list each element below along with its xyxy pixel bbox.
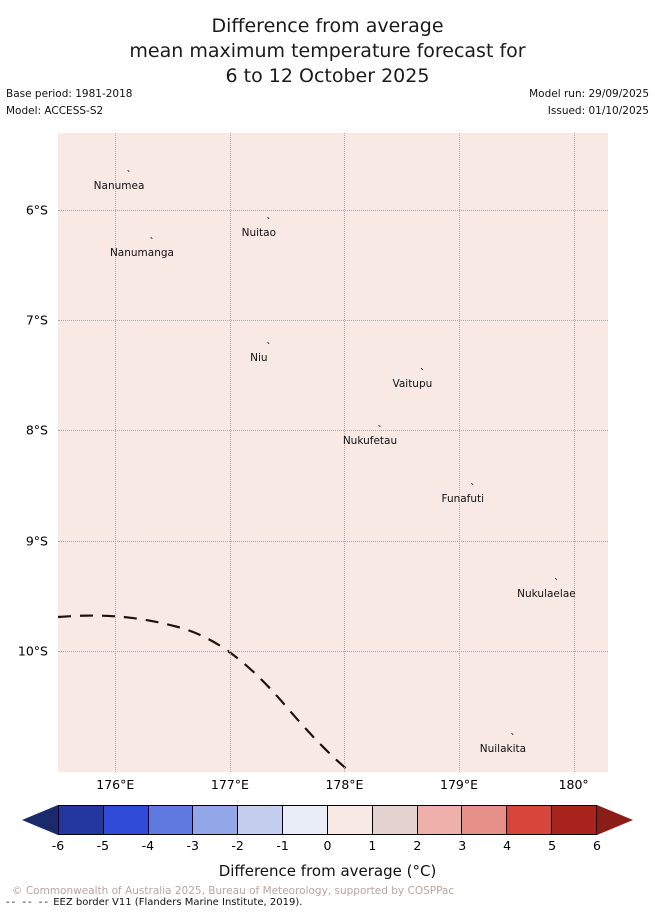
island-label: Nanumea — [93, 179, 145, 192]
colorbar-segment — [507, 806, 553, 834]
island-label: Nuitao — [241, 227, 277, 240]
y-axis-tick: 7°S — [25, 312, 48, 328]
metadata-right: Model run: 29/09/2025 Issued: 01/10/2025 — [529, 86, 649, 120]
gridline-vertical — [459, 133, 461, 772]
island-marker: ˋ — [470, 481, 476, 495]
title-line-1: Difference from average — [211, 15, 444, 37]
page-title: Difference from average mean maximum tem… — [0, 14, 655, 89]
colorbar-tick: -2 — [231, 838, 244, 853]
colorbar-tick: 2 — [413, 838, 422, 853]
island-marker: ˋ — [377, 423, 383, 437]
colorbar — [22, 805, 633, 835]
gridline-horizontal — [58, 210, 608, 212]
y-axis-labels: 6°S 7°S 8°S 9°S 10°S — [0, 133, 52, 772]
issued-text: Issued: 01/10/2025 — [547, 105, 649, 117]
colorbar-tick: -6 — [51, 838, 65, 853]
island-marker: ˋ — [553, 576, 560, 589]
colorbar-segment — [148, 806, 194, 834]
map-plot-area: ˋ Nanumea ˋ Nuitao ˋ Nanumanga ˋ Niu ˋ Vaitupu ˋ Nu… — [58, 133, 608, 772]
x-axis-labels: 176°E 177°E 178°E 179°E 180° — [58, 777, 608, 797]
base-period-text: Base period: 1981-2018 — [6, 88, 133, 100]
colorbar-tick: -5 — [96, 838, 110, 853]
colorbar-segment — [372, 806, 418, 834]
eez-dash-sample: -- -- -- — [6, 897, 51, 908]
island-marker: ˋ — [126, 168, 132, 182]
gridline-vertical — [344, 133, 346, 772]
colorbar-axis-label: Difference from average (°C) — [218, 862, 437, 880]
colorbar-tick: 3 — [458, 838, 467, 853]
x-axis-tick: 178°E — [325, 777, 364, 792]
colorbar-segment — [283, 806, 328, 834]
island-marker: ˋ — [419, 366, 426, 380]
island-marker: ˋ — [510, 731, 516, 745]
gridline-horizontal — [58, 430, 608, 432]
island-label: Nukulaelae — [517, 587, 576, 600]
colorbar-tick: -3 — [186, 838, 199, 853]
colorbar-segment — [462, 806, 508, 834]
colorbar-segment — [103, 806, 149, 834]
colorbar-segment — [417, 806, 463, 834]
copyright-text: © Commonwealth of Australia 2025, Bureau… — [12, 885, 455, 897]
colorbar-tick: 0 — [323, 838, 332, 853]
title-line-3: 6 to 12 October 2025 — [225, 65, 430, 87]
gridline-vertical — [115, 133, 117, 772]
island-label: Vaitupu — [392, 378, 433, 391]
island-label: Niu — [250, 351, 268, 364]
colorbar-segment — [238, 806, 284, 834]
eez-legend-text: EEZ border V11 (Flanders Marine Institut… — [53, 897, 303, 908]
island-label: Nukufetau — [342, 435, 398, 448]
gridline-vertical — [229, 133, 231, 772]
colorbar-tick: -4 — [141, 838, 155, 853]
gridline-horizontal — [58, 320, 608, 322]
y-axis-tick: 6°S — [25, 202, 48, 218]
colorbar-under-arrow — [22, 805, 58, 835]
gridline-horizontal — [58, 650, 608, 652]
colorbar-tick: 5 — [548, 838, 557, 853]
x-axis-tick: 177°E — [210, 777, 249, 792]
y-axis-tick: 8°S — [25, 422, 48, 438]
gridline-horizontal — [58, 540, 608, 542]
model-run-text: Model run: 29/09/2025 — [529, 88, 649, 100]
island-marker: ˋ — [149, 235, 155, 249]
island-marker: ˋ — [266, 215, 272, 229]
island-label: Nanumanga — [109, 247, 174, 260]
colorbar-gradient — [58, 805, 597, 835]
x-axis-tick: 176°E — [96, 777, 135, 792]
colorbar-tick: 6 — [593, 838, 601, 853]
y-axis-tick: 9°S — [25, 533, 48, 549]
island-label: Funafuti — [441, 492, 485, 505]
y-axis-tick: 10°S — [17, 643, 48, 659]
colorbar-segment — [327, 806, 373, 834]
metadata-left: Base period: 1981-2018 Model: ACCESS-S2 — [6, 86, 132, 120]
colorbar-segment — [552, 806, 596, 834]
model-text: Model: ACCESS-S2 — [6, 105, 104, 117]
title-line-2: mean maximum temperature forecast for — [129, 40, 526, 62]
island-marker: ˋ — [266, 340, 272, 354]
colorbar-segment — [193, 806, 239, 834]
colorbar-segment — [59, 806, 104, 834]
colorbar-tick: -1 — [276, 838, 289, 853]
colorbar-tick: 1 — [368, 838, 377, 853]
x-axis-tick: 180° — [558, 777, 589, 792]
colorbar-over-arrow — [597, 805, 633, 835]
colorbar-tick: 4 — [503, 838, 512, 853]
eez-legend: -- -- -- EEZ border V11 (Flanders Marine… — [6, 897, 302, 908]
island-label: Nuilakita — [479, 742, 527, 755]
gridline-vertical — [573, 133, 575, 772]
x-axis-tick: 179°E — [440, 777, 479, 792]
eez-border-line — [58, 614, 353, 772]
colorbar-tick-labels: -6 -5 -4 -3 -2 -1 0 1 2 3 4 5 6 — [22, 838, 633, 856]
